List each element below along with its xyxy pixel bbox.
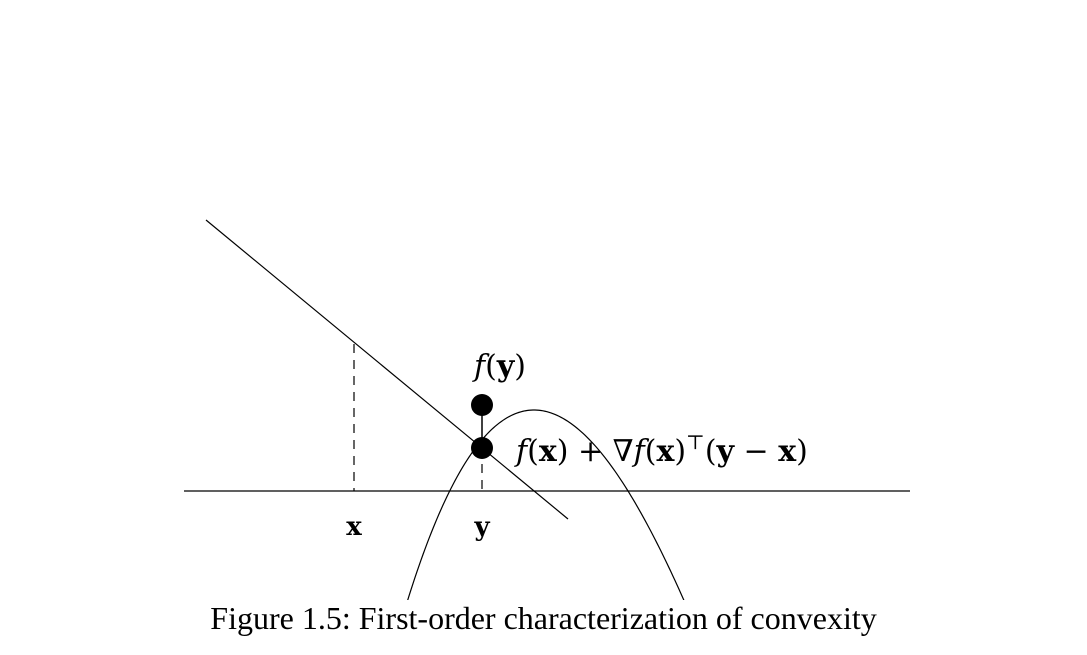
tangent-point [471, 437, 493, 459]
fy-label: f(y) [472, 349, 526, 384]
convex-function-curve [407, 409, 685, 600]
y-tick-label: y [473, 512, 490, 542]
convexity-diagram: x y f(y) f(x) + ∇f(x)⊤(y − x) [184, 219, 910, 600]
x-tick-label: x [346, 512, 362, 542]
tangent-value-label: f(x) + ∇f(x)⊤(y − x) [514, 430, 808, 469]
figure-caption: Figure 1.5: First-order characterization… [210, 600, 877, 636]
fy-point [471, 394, 493, 416]
tangent-line [205, 219, 569, 520]
